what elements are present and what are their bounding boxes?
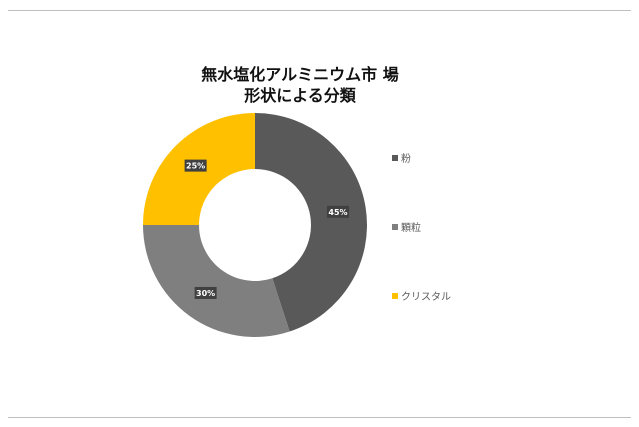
bottom-divider: [8, 417, 631, 418]
legend-label-powder: 粉: [401, 154, 411, 165]
legend-item-powder: 粉: [392, 150, 411, 165]
data-label-granule: 30%: [194, 286, 217, 299]
chart-title-line-1: 無水塩化アルミニウム市 場: [201, 65, 399, 84]
data-label-powder: 45%: [326, 205, 349, 218]
legend-item-granule: 顆粒: [392, 219, 421, 234]
chart-title: 無水塩化アルミニウム市 場 形状による分類: [160, 64, 440, 106]
donut-slice-powder: [255, 113, 368, 332]
data-label-text-crystal: 25%: [186, 162, 205, 171]
data-label-text-granule: 30%: [196, 289, 215, 298]
data-label-box-powder: [326, 205, 349, 218]
data-label-crystal: 25%: [184, 159, 207, 172]
legend-swatch-granule: [392, 223, 398, 230]
chart-title-line-2: 形状による分類: [244, 86, 356, 105]
legend-swatch-powder: [392, 154, 398, 161]
legend-swatch-crystal: [392, 292, 398, 299]
top-divider: [8, 10, 631, 11]
data-label-box-crystal: [184, 159, 207, 172]
donut-slice-granule: [142, 225, 290, 337]
legend-label-crystal: クリスタル: [401, 292, 451, 303]
legend-label-granule: 顆粒: [401, 223, 421, 234]
data-label-text-powder: 45%: [328, 208, 347, 217]
data-label-box-granule: [194, 286, 217, 299]
legend-item-crystal: クリスタル: [392, 288, 451, 303]
